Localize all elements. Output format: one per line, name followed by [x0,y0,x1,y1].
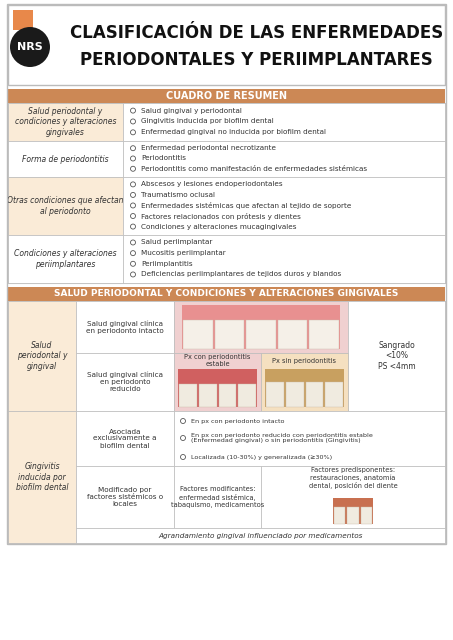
Text: Factores modificantes:
enfermedad sistémica,
tabaquismo, medicamentos: Factores modificantes: enfermedad sistém… [171,486,264,508]
Bar [123,141,445,177]
Bar [261,466,445,528]
Bar [8,103,445,283]
Bar [7,4,446,544]
Bar [333,498,373,524]
Text: Traumatismo oclusal: Traumatismo oclusal [141,192,215,198]
Text: Enfermedad gingival no inducida por biofilm dental: Enfermedad gingival no inducida por biof… [141,129,326,135]
Bar [266,382,284,407]
Bar [305,382,323,407]
Text: Factores predisponentes:
restauraciones, anatomía
dental, posición del diente: Factores predisponentes: restauraciones,… [308,467,397,489]
Bar [325,382,343,407]
Text: Localizada (10-30%) y generalizada (≥30%): Localizada (10-30%) y generalizada (≥30%… [191,454,332,460]
Text: Salud gingival y periodontal: Salud gingival y periodontal [141,108,242,114]
Text: CUADRO DE RESUMEN: CUADRO DE RESUMEN [166,91,287,101]
Text: Modificado por
factores sistémicos o
locales: Modificado por factores sistémicos o loc… [87,487,163,507]
Bar [286,382,304,407]
Bar [174,301,348,353]
Text: Salud periimplantar: Salud periimplantar [141,239,212,246]
Bar [123,177,445,235]
Text: Periodontitis: Periodontitis [141,156,186,161]
Text: Gingivitis inducida por biofilm dental: Gingivitis inducida por biofilm dental [141,118,274,124]
Text: CLASIFICACIÓN DE LAS ENFERMEDADES: CLASIFICACIÓN DE LAS ENFERMEDADES [70,24,443,42]
Bar [174,466,261,528]
Text: Condiciones y alteraciones
periimplantares: Condiciones y alteraciones periimplantar… [14,250,117,269]
Bar [179,384,197,407]
Text: En px con periodonto intacto: En px con periodonto intacto [191,419,284,424]
Bar [348,301,445,411]
Text: Forma de periodontitis: Forma de periodontitis [22,154,109,163]
Text: Condiciones y alteraciones mucagingivales: Condiciones y alteraciones mucagingivale… [141,223,297,230]
Bar [309,321,339,349]
Text: Periimplantitis: Periimplantitis [141,261,193,267]
Bar [199,384,217,407]
Bar [76,411,174,466]
Text: PERIODONTALES Y PERIIMPLANTARES: PERIODONTALES Y PERIIMPLANTARES [80,51,433,69]
Text: Agrandamiento gingival influenciado por medicamentos: Agrandamiento gingival influenciado por … [158,532,363,538]
Bar [8,235,123,283]
Text: SALUD PERIODONTAL Y CONDICIONES Y ALTERACIONES GINGIVALES: SALUD PERIODONTAL Y CONDICIONES Y ALTERA… [54,289,399,298]
Bar [334,507,345,524]
Bar [76,528,445,543]
Bar [174,353,261,411]
Bar [8,287,445,301]
Bar [174,411,445,466]
Text: Deficiencias periimplantares de tejidos duros y blandos: Deficiencias periimplantares de tejidos … [141,271,341,278]
Text: Salud gingival clínica
en periodonto intacto: Salud gingival clínica en periodonto int… [86,320,164,333]
Text: Asociada
exclusivamente a
biofilm dental: Asociada exclusivamente a biofilm dental [93,429,157,449]
Bar [8,411,76,543]
Text: Gingivitis
inducida por
biofilm dental: Gingivitis inducida por biofilm dental [16,462,68,492]
Bar [183,321,212,349]
Bar [215,321,244,349]
Bar [361,507,372,524]
Bar [8,89,445,103]
Text: Sangrado
<10%
PS <4mm: Sangrado <10% PS <4mm [378,341,415,371]
Text: Px sin periodontitis: Px sin periodontitis [273,358,337,364]
Text: Factores relacionados con prótesis y dientes: Factores relacionados con prótesis y die… [141,212,301,220]
Text: Px con periodontitis
estable: Px con periodontitis estable [184,355,251,367]
Text: Enfermedad periodontal necrotizante: Enfermedad periodontal necrotizante [141,145,276,151]
Bar [76,353,174,411]
Text: Salud periodontal y
condiciones y alteraciones
gingivales: Salud periodontal y condiciones y altera… [15,107,116,137]
Text: Salud
periodontal y
gingival: Salud periodontal y gingival [17,341,67,371]
Bar [8,103,123,141]
Bar [246,321,276,349]
Bar [8,141,123,177]
Bar [347,507,359,524]
Bar [13,10,33,30]
Text: Periodontitis como manifestación de enfermedades sistémicas: Periodontitis como manifestación de enfe… [141,166,367,172]
Bar [8,5,445,85]
Text: NRS: NRS [17,42,43,52]
Bar [278,321,308,349]
Bar [123,103,445,141]
Bar [76,466,174,528]
Circle shape [10,27,50,67]
Text: Salud gingival clínica
en periodonto
reducido: Salud gingival clínica en periodonto red… [87,372,163,392]
Bar [76,301,174,353]
Bar [218,384,236,407]
Bar [238,384,256,407]
Bar [261,353,348,411]
Text: En px con periodonto reducido con periodontitis estable
(Enfermedad gingival) o : En px con periodonto reducido con period… [191,433,373,444]
Text: Enfermedades sistémicas que afectan al tejido de soporte: Enfermedades sistémicas que afectan al t… [141,202,352,209]
Bar [182,305,340,349]
Bar [178,369,257,407]
Text: Mucositis periimplantar: Mucositis periimplantar [141,250,226,256]
Text: Otras condiciones que afectan
al periodonto: Otras condiciones que afectan al periodo… [7,196,124,216]
Bar [265,369,344,407]
Bar [8,177,123,235]
Bar [8,301,76,411]
Bar [123,235,445,283]
Text: Abscesos y lesiones endoperiodontales: Abscesos y lesiones endoperiodontales [141,181,283,188]
Bar [8,301,445,543]
